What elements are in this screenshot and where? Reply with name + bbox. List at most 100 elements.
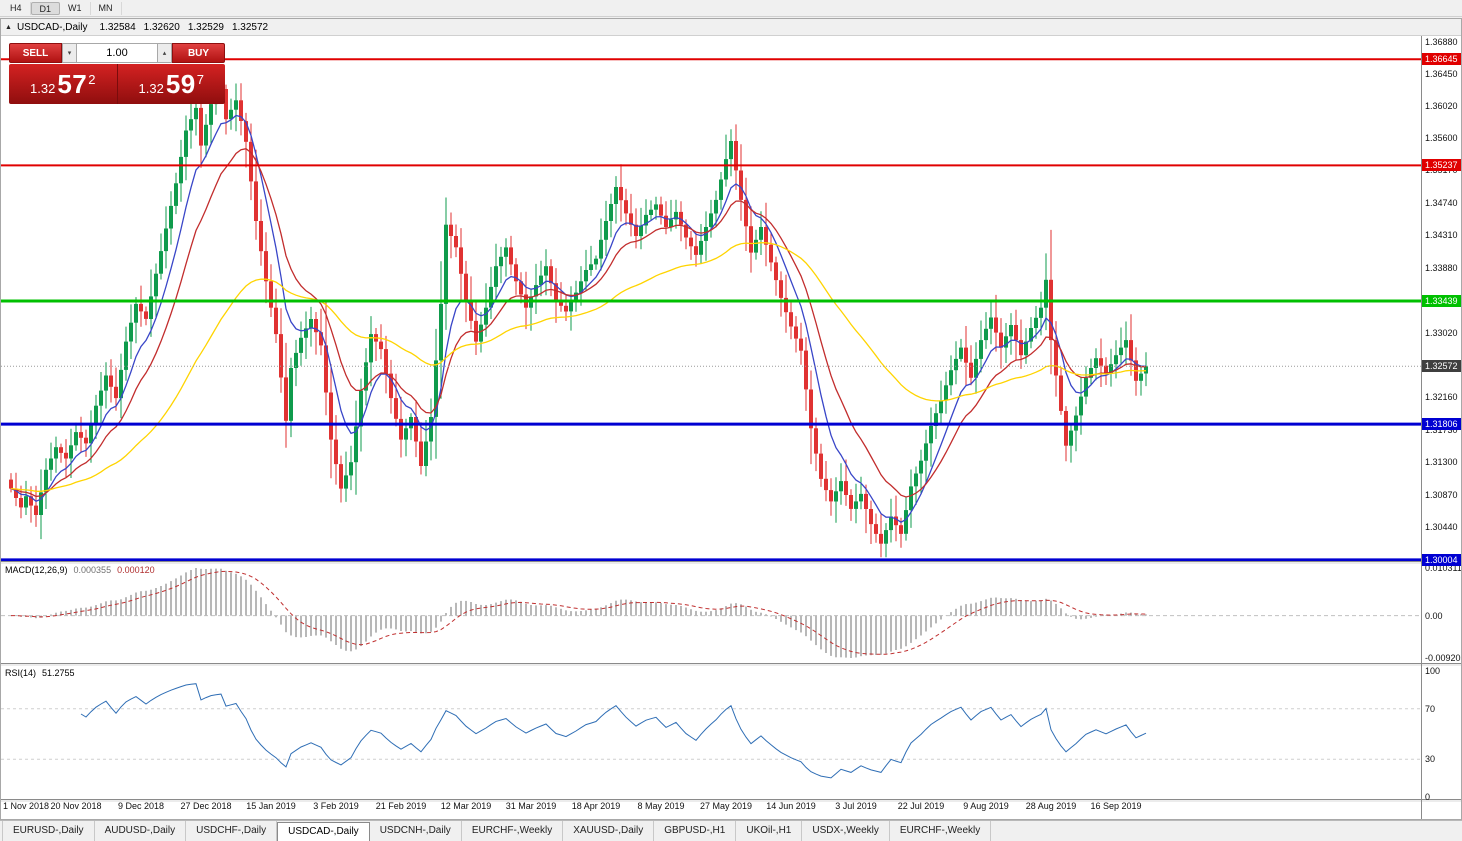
price-axis-tick: 1.36450: [1425, 68, 1458, 79]
chart-tab-usdx-weekly[interactable]: USDX-,Weekly: [802, 821, 890, 841]
date-axis-label: 3 Jul 2019: [835, 801, 877, 811]
price-axis-divider: [1421, 36, 1422, 819]
buy-price-display[interactable]: 1.32 59 7: [116, 64, 226, 104]
price-axis-tick: 1.34740: [1425, 197, 1458, 208]
date-axis-label: 1 Nov 2018: [3, 801, 50, 811]
chart-symbol-label: USDCAD-,Daily: [16, 21, 88, 33]
price-axis: 1.368801.364501.360201.356001.351701.347…: [1422, 36, 1461, 819]
date-axis-label: 31 Mar 2019: [505, 801, 557, 811]
panel-separator: [1, 799, 1461, 802]
sell-price-display[interactable]: 1.32 57 2: [9, 64, 117, 104]
rsi-line: [80, 683, 1147, 779]
rsi-axis-tick: 30: [1425, 754, 1436, 765]
date-axis-label: 28 Aug 2019: [1025, 801, 1077, 811]
chart-tab-eurchf-weekly[interactable]: EURCHF-,Weekly: [462, 821, 564, 841]
price-level-badge: 1.31806: [1422, 418, 1461, 431]
chevron-down-icon: ▾: [67, 50, 72, 57]
timeframe-w1-button[interactable]: W1: [60, 1, 91, 15]
timeframe-d1-button[interactable]: D1: [30, 1, 61, 15]
rsi-panel-chart[interactable]: [1, 665, 1421, 799]
date-axis-label: 27 Dec 2018: [180, 801, 232, 811]
volume-decrease-button[interactable]: ▾: [62, 43, 77, 63]
price-axis-tick: 1.32160: [1425, 392, 1458, 403]
chart-tab-xauusd-daily[interactable]: XAUUSD-,Daily: [563, 821, 655, 841]
price-level-badge: 1.36645: [1422, 53, 1461, 66]
date-axis-label: 12 Mar 2019: [440, 801, 492, 811]
price-axis-tick: 1.31300: [1425, 457, 1458, 468]
ma-55-line: [10, 242, 1147, 492]
timeframe-mn-button[interactable]: MN: [91, 1, 122, 15]
price-axis-tick: 1.35600: [1425, 133, 1458, 144]
date-axis-label: 16 Sep 2019: [1090, 801, 1142, 811]
date-axis-label: 15 Jan 2019: [246, 801, 296, 811]
ohlc-low-value: 1.32529: [187, 21, 224, 33]
macd-axis-tick: 0.00: [1425, 610, 1443, 621]
price-axis-tick: 1.30870: [1425, 489, 1458, 500]
chevron-up-icon: ▴: [162, 50, 167, 57]
date-axis-label: 9 Dec 2018: [117, 801, 165, 811]
panel-separator[interactable]: [1, 561, 1461, 564]
sell-price-point: 2: [88, 72, 96, 87]
rsi-axis-tick: 70: [1425, 703, 1436, 714]
rsi-axis-tick: 100: [1425, 666, 1441, 676]
price-axis-tick: 1.30440: [1425, 522, 1458, 533]
volume-input[interactable]: [77, 43, 157, 63]
chart-tab-gbpusd-h1[interactable]: GBPUSD-,H1: [654, 821, 737, 841]
macd-axis-tick: 0.010311: [1425, 563, 1461, 573]
chart-tab-eurchf-weekly[interactable]: EURCHF-,Weekly: [890, 821, 992, 841]
candlestick-series: [9, 77, 1148, 558]
buy-button[interactable]: BUY: [172, 43, 225, 63]
buy-price-pips: 59: [165, 69, 196, 99]
price-axis-tick: 1.33020: [1425, 327, 1458, 338]
timeframe-h4-button[interactable]: H4: [2, 1, 31, 15]
sell-price-pips: 57: [57, 69, 88, 99]
ohlc-close-value: 1.32572: [231, 21, 269, 33]
date-axis-label: 8 May 2019: [637, 801, 685, 811]
plot-area: MACD(12,26,9) 0.000355 0.000120 RSI(14) 51.…: [1, 36, 1421, 819]
chart-tab-bar: EURUSD-,Daily AUDUSD-,Daily USDCHF-,Daily U…: [0, 820, 1462, 841]
date-axis-label: 3 Feb 2019: [313, 801, 359, 811]
rsi-axis-tick: 0: [1425, 792, 1431, 802]
volume-increase-button[interactable]: ▴: [157, 43, 172, 63]
macd-main-value: 0.000355: [73, 565, 112, 575]
chart-title-bar: ▲ USDCAD-,Daily 1.32584 1.32620 1.32529 …: [1, 19, 1461, 36]
panel-separator[interactable]: [1, 663, 1461, 666]
macd-indicator-label: MACD(12,26,9) 0.000355 0.000120: [5, 565, 155, 575]
macd-histogram: [15, 568, 1147, 658]
trade-prices-row: 1.32 57 2 1.32 59 7: [9, 64, 225, 104]
sell-button[interactable]: SELL: [9, 43, 62, 63]
date-axis-label: 22 Jul 2019: [897, 801, 945, 811]
date-axis-label: 27 May 2019: [699, 801, 753, 811]
ohlc-high-value: 1.32620: [143, 21, 180, 33]
last-price-badge: 1.32572: [1422, 360, 1461, 373]
chart-tab-usdcnh-daily[interactable]: USDCNH-,Daily: [370, 821, 462, 841]
buy-price-base: 1.32: [138, 81, 164, 96]
macd-axis-tick: -0.009203: [1425, 653, 1461, 663]
sell-price-base: 1.32: [30, 81, 56, 96]
chart-collapse-icon[interactable]: ▲: [5, 23, 12, 31]
ma-16-line: [10, 148, 1146, 498]
price-level-badge: 1.35237: [1422, 159, 1461, 172]
chart-tab-usdchf-daily[interactable]: USDCHF-,Daily: [186, 821, 278, 841]
chart-tab-ukoil-h1[interactable]: UKOil-,H1: [736, 821, 803, 841]
ohlc-open-value: 1.32584: [99, 21, 136, 33]
price-axis-tick: 1.36020: [1425, 101, 1458, 112]
date-axis-label: 20 Nov 2018: [50, 801, 102, 811]
rsi-indicator-label: RSI(14) 51.2755: [5, 668, 75, 678]
chart-body: MACD(12,26,9) 0.000355 0.000120 RSI(14) 51.…: [1, 36, 1461, 819]
date-axis: 1 Nov 2018 20 Nov 2018 9 Dec 2018 27 Dec 20…: [1, 801, 1421, 815]
date-axis-label: 9 Aug 2019: [963, 801, 1009, 811]
price-level-badge: 1.33439: [1422, 294, 1461, 307]
price-axis-tick: 1.33880: [1425, 262, 1458, 273]
chart-tab-eurusd-daily[interactable]: EURUSD-,Daily: [2, 821, 95, 841]
chart-tab-audusd-daily[interactable]: AUDUSD-,Daily: [95, 821, 187, 841]
macd-name: MACD(12,26,9): [5, 565, 68, 575]
buy-price-point: 7: [196, 72, 204, 87]
main-price-chart[interactable]: [1, 37, 1421, 561]
chart-tab-usdcad-daily[interactable]: USDCAD-,Daily: [277, 822, 370, 841]
price-level-badge: 1.30004: [1422, 553, 1461, 566]
macd-panel-chart[interactable]: [1, 563, 1421, 663]
timeframe-toolbar: H4 D1 W1 MN: [0, 0, 1462, 17]
trade-controls-row: SELL ▾ ▴ BUY: [9, 43, 225, 63]
